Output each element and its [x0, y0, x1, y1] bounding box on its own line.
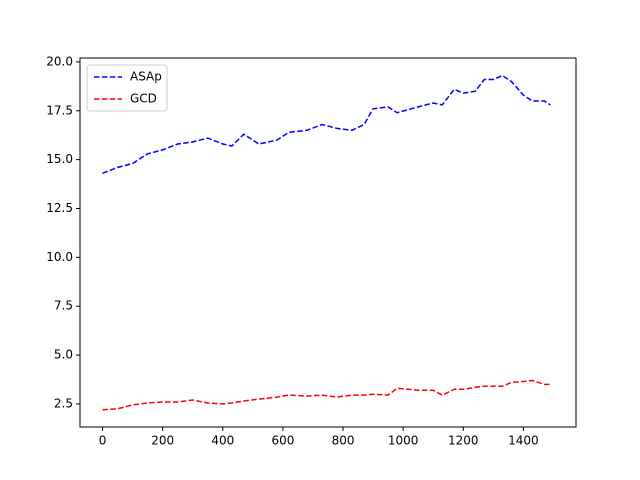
line-series: [102, 379, 551, 411]
x-tick-label: 800: [332, 434, 355, 448]
y-tick-label: 5.0: [54, 348, 73, 362]
legend-label: ASAp: [130, 70, 162, 84]
y-tick-label: 7.5: [54, 299, 73, 313]
x-tick-label: 0: [99, 434, 107, 448]
x-tick-label: 200: [151, 434, 174, 448]
x-tick-label: 1000: [388, 434, 419, 448]
x-tick-label: 1400: [508, 434, 539, 448]
x-tick-label: 600: [271, 434, 294, 448]
y-tick-label: 15.0: [46, 152, 73, 166]
y-tick-label: 20.0: [46, 54, 73, 68]
y-tick-label: 17.5: [46, 103, 73, 117]
line-series: [102, 74, 551, 174]
legend-label: GCD: [130, 92, 157, 106]
y-tick-label: 12.5: [46, 201, 73, 215]
plot-frame: [79, 57, 577, 428]
x-tick-label: 400: [211, 434, 234, 448]
y-tick-label: 10.0: [46, 250, 73, 264]
y-tick-label: 2.5: [54, 396, 73, 410]
x-tick-label: 1200: [448, 434, 479, 448]
